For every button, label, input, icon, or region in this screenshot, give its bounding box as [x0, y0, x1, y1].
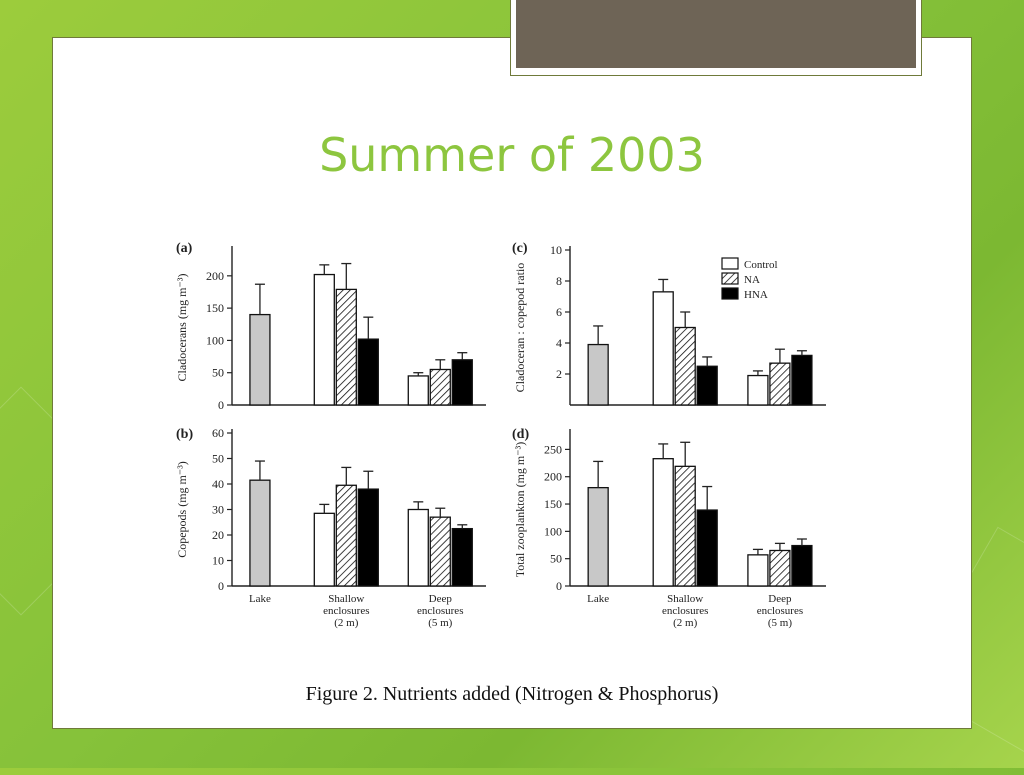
chart-panel: 2 4 6 8 10 (c) Cladoceran : copepod ratio Contr…	[512, 241, 826, 406]
x-tick-label-line: enclosures	[323, 605, 369, 617]
bar	[335, 288, 357, 406]
x-tick-label-line: Lake	[587, 593, 609, 605]
y-tick-label: 50	[212, 366, 224, 380]
y-tick-label: 50	[212, 452, 224, 466]
panel-label: (b)	[176, 427, 193, 442]
legend-label: HNA	[744, 289, 768, 301]
y-tick-label: 4	[556, 336, 562, 350]
y-tick-label: 100	[544, 524, 562, 538]
x-tick-label-line: (5 m)	[428, 617, 452, 629]
bar	[429, 368, 451, 406]
bar	[696, 365, 718, 406]
y-tick-label: 150	[206, 301, 224, 315]
slide-panel	[52, 37, 972, 729]
y-tick-label: 10	[550, 243, 562, 257]
x-tick-label-line: Lake	[249, 593, 271, 605]
y-tick-label: 0	[218, 579, 224, 593]
bar	[747, 554, 769, 587]
y-tick-label: 8	[556, 274, 562, 288]
legend-swatch	[721, 257, 739, 270]
bar	[674, 326, 696, 406]
y-tick-label: 100	[206, 333, 224, 347]
y-tick-label: 250	[544, 442, 562, 456]
x-tick-label: Lake	[249, 593, 271, 605]
bar	[674, 465, 696, 587]
bar	[652, 291, 674, 406]
panel-label: (a)	[176, 241, 193, 256]
y-tick-label: 40	[212, 477, 224, 491]
bar	[791, 544, 813, 587]
x-tick-label: Deep enclosures (5 m)	[757, 593, 803, 629]
x-tick-label-line: Deep	[429, 593, 453, 605]
bar	[249, 479, 271, 587]
y-tick-label: 50	[550, 552, 562, 566]
x-tick-label-line: enclosures	[757, 605, 803, 617]
bar	[451, 359, 473, 406]
y-tick-label: 60	[212, 426, 224, 440]
bar	[249, 313, 271, 406]
x-tick-label-line: Shallow	[328, 593, 364, 605]
y-axis-label: Copepods (mg m⁻³)	[175, 461, 189, 558]
figure-caption: Figure 2. Nutrients added (Nitrogen & Ph…	[305, 683, 719, 705]
y-axis-label: Total zooplankton (mg m⁻³)	[513, 442, 527, 577]
x-tick-label-line: Deep	[768, 593, 792, 605]
bar	[587, 343, 609, 406]
legend-swatch	[721, 287, 739, 300]
y-axis-label: Cladoceran : copepod ratio	[513, 263, 527, 393]
y-tick-label: 0	[218, 398, 224, 412]
y-tick-label: 200	[206, 269, 224, 283]
y-tick-label: 10	[212, 554, 224, 568]
bar	[313, 512, 335, 587]
y-tick-label: 150	[544, 497, 562, 511]
y-tick-label: 200	[544, 470, 562, 484]
chart-panel: 0 10 20 30 40 50 60 (b) Copepods (mg m⁻³) Lake Sha…	[175, 426, 486, 629]
chart-panel: 0 50 100 150 200 (a) Cladocerans (mg m⁻³)	[175, 241, 486, 412]
bar	[791, 354, 813, 406]
chart-panel: 0 50 100 150 200 250 (d)Total zooplankton (mg …	[512, 427, 826, 629]
y-tick-label: 2	[556, 367, 562, 381]
legend-swatch	[721, 272, 739, 285]
bar	[429, 516, 451, 587]
slide-title: Summer of 2003	[319, 128, 705, 182]
header-tab-block	[516, 0, 916, 68]
bar	[357, 488, 379, 587]
bar	[769, 362, 791, 406]
x-tick-label-line: enclosures	[417, 605, 463, 617]
bar	[357, 338, 379, 406]
x-tick-label: Lake	[587, 593, 609, 605]
x-tick-label-line: enclosures	[662, 605, 708, 617]
legend-label: NA	[744, 274, 760, 286]
bar	[313, 273, 335, 406]
x-tick-label-line: (2 m)	[673, 617, 697, 629]
bar	[696, 509, 718, 587]
y-tick-label: 0	[556, 579, 562, 593]
bar	[335, 484, 357, 587]
bar	[407, 508, 429, 587]
bar	[407, 375, 429, 406]
x-tick-label: Shallow enclosures (2 m)	[662, 593, 708, 629]
x-tick-label-line: Shallow	[667, 593, 703, 605]
panel-label: (d)	[512, 427, 529, 442]
y-axis-label: Cladocerans (mg m⁻³)	[175, 274, 189, 382]
x-tick-label-line: (5 m)	[768, 617, 792, 629]
y-tick-label: 20	[212, 528, 224, 542]
bar	[587, 486, 609, 587]
panel-label: (c)	[512, 241, 528, 256]
x-tick-label: Deep enclosures (5 m)	[417, 593, 463, 629]
y-tick-label: 6	[556, 305, 562, 319]
legend-label: Control	[744, 259, 778, 271]
bar	[652, 458, 674, 587]
bar	[747, 374, 769, 406]
x-tick-label: Shallow enclosures (2 m)	[323, 593, 369, 629]
y-tick-label: 30	[212, 503, 224, 517]
x-tick-label-line: (2 m)	[334, 617, 358, 629]
bar	[451, 527, 473, 587]
bar	[769, 549, 791, 587]
